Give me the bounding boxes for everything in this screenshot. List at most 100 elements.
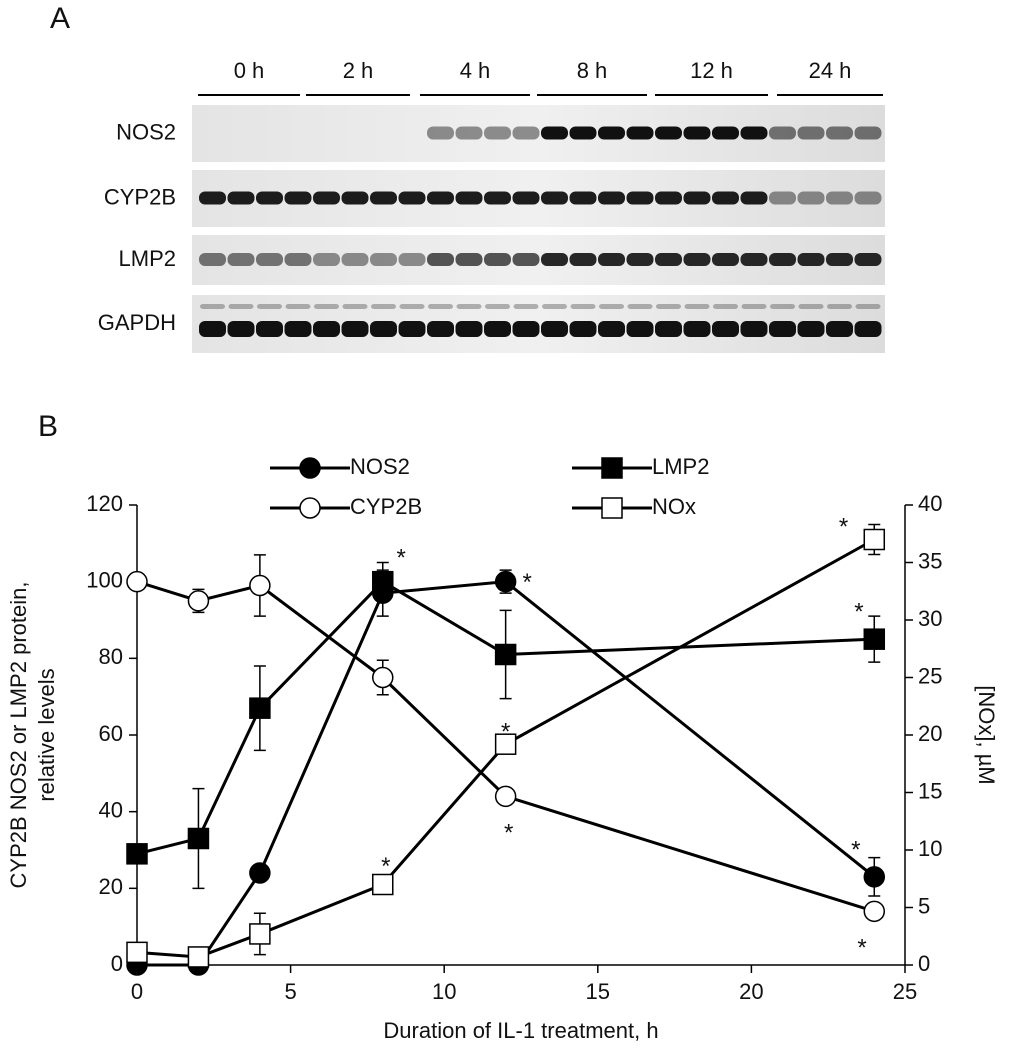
y-tick-label: 80 [99, 644, 123, 669]
blot-band [427, 126, 454, 140]
blot-band [626, 126, 654, 140]
y-tick-label: 0 [111, 951, 123, 976]
legend-marker [601, 497, 623, 519]
blot-band [569, 191, 597, 205]
annotation: * [854, 598, 863, 625]
legend-marker [601, 457, 623, 479]
data-point [126, 570, 148, 593]
blot-band [826, 321, 853, 337]
annotation: * [839, 514, 848, 541]
blot-band [314, 304, 339, 309]
blot-band [713, 304, 738, 309]
blot-band [769, 253, 796, 266]
y2-tick-label: 20 [918, 721, 942, 746]
blot-band [854, 126, 882, 140]
blot-band [626, 191, 654, 205]
blot-band [341, 191, 369, 205]
blot-band [826, 253, 853, 266]
y-tick-label: 120 [86, 491, 123, 516]
y2-axis-label: [NOx], µM [974, 685, 999, 784]
data-point [863, 528, 886, 551]
legend-label: LMP2 [652, 454, 709, 479]
blot-band [371, 304, 396, 309]
blot-band [398, 321, 426, 337]
blot-band [569, 321, 597, 337]
blot-band [542, 304, 567, 309]
blot-band [655, 253, 682, 266]
blot-band [313, 253, 340, 266]
blot-band [627, 304, 653, 309]
blot-band [797, 253, 825, 266]
blot-band [656, 304, 681, 309]
blot-band [512, 126, 540, 140]
data-point [372, 570, 394, 593]
blot-band [398, 191, 426, 205]
blot-band [570, 304, 596, 309]
legend-label: NOx [652, 494, 696, 519]
blot-band [626, 321, 654, 337]
blot-band [228, 304, 254, 309]
blot-band [456, 304, 482, 309]
blot-band [512, 191, 540, 205]
annotation: * [522, 569, 531, 596]
protein-label: GAPDH [98, 310, 176, 335]
data-point [494, 733, 517, 755]
x-axis-label: Duration of IL-1 treatment, h [383, 1018, 658, 1043]
blot-band [285, 304, 311, 309]
data-point [863, 866, 886, 888]
blot-band [740, 321, 768, 337]
timepoint-label: 2 h [343, 58, 374, 83]
x-tick-label: 5 [284, 979, 296, 1004]
blot-band [683, 126, 711, 140]
data-point [494, 570, 517, 593]
blot-band [598, 126, 625, 140]
panel-label: B [38, 410, 58, 443]
blot-band [484, 191, 511, 205]
blot-band [712, 191, 739, 205]
blot-band [826, 126, 853, 140]
blot-band [370, 321, 397, 337]
blot-band [370, 191, 397, 205]
blot-band [740, 191, 768, 205]
blot-band [740, 126, 768, 140]
blot-band [370, 253, 397, 266]
blot-band [712, 321, 739, 337]
data-point [126, 843, 148, 865]
blot-band [428, 304, 453, 309]
data-point [249, 574, 271, 597]
x-tick-label: 25 [893, 979, 917, 1004]
blot-band [398, 253, 426, 266]
panel-label: A [50, 2, 70, 35]
blot-band [569, 126, 597, 140]
data-point [249, 862, 271, 884]
data-point [372, 873, 394, 896]
y-axis-label: relative levels [34, 668, 59, 801]
blot-band [797, 191, 825, 205]
data-point [126, 941, 148, 964]
data-point [494, 643, 517, 666]
blot-band [341, 253, 369, 266]
legend-marker [299, 457, 321, 479]
blot-band [541, 126, 568, 140]
blot-band [569, 253, 597, 266]
annotation: * [501, 719, 510, 746]
blot-band [769, 191, 796, 205]
blot-band [313, 321, 340, 337]
blot-band [598, 321, 625, 337]
y2-tick-label: 25 [918, 663, 942, 688]
blot-band [284, 321, 312, 337]
blot-band [512, 321, 540, 337]
legend-label: CYP2B [350, 494, 422, 519]
blot-band [227, 191, 255, 205]
blot-band [683, 253, 711, 266]
blot-band [256, 191, 283, 205]
blot-band [740, 253, 768, 266]
protein-label: NOS2 [116, 119, 176, 144]
blot-band [769, 126, 796, 140]
y-tick-label: 100 [86, 567, 123, 592]
x-tick-label: 20 [739, 979, 763, 1004]
data-point [187, 946, 210, 968]
y2-tick-label: 15 [918, 778, 942, 803]
data-point [372, 666, 394, 689]
